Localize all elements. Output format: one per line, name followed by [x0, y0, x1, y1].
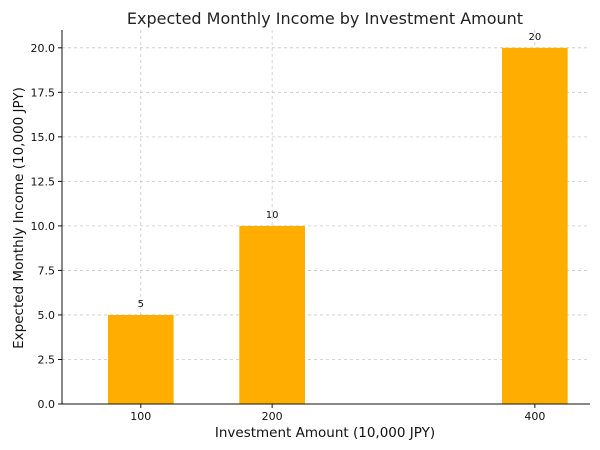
y-ticks: 0.0 2.5 5.0 7.5 10.0 12.5 15.0 17.5 20.0: [31, 42, 62, 411]
y-axis-title: Expected Monthly Income (10,000 JPY): [11, 87, 27, 349]
y-tick-label: 7.5: [38, 264, 56, 277]
bars: [107, 47, 568, 405]
y-tick-label: 0.0: [38, 398, 56, 411]
y-tick-label: 2.5: [38, 353, 56, 366]
y-tick-label: 20.0: [31, 42, 56, 55]
y-tick-label: 12.5: [31, 175, 56, 188]
bar: [107, 314, 174, 404]
x-ticks: 100 200 400: [130, 404, 545, 423]
bar-value-label: 10: [266, 210, 279, 221]
bar: [239, 225, 305, 404]
x-tick-label: 400: [524, 410, 545, 423]
x-tick-label: 200: [262, 410, 283, 423]
y-tick-label: 5.0: [38, 309, 56, 322]
bar: [502, 47, 568, 405]
x-axis-title: Investment Amount (10,000 JPY): [215, 425, 435, 441]
x-tick-label: 100: [130, 410, 151, 423]
data-labels: 5 10 20: [138, 32, 542, 310]
bar-value-label: 20: [528, 32, 541, 43]
y-tick-label: 10.0: [31, 220, 56, 233]
chart-title: Expected Monthly Income by Investment Am…: [127, 9, 523, 28]
y-tick-label: 17.5: [31, 86, 56, 99]
y-tick-label: 15.0: [31, 131, 56, 144]
bar-value-label: 5: [138, 299, 144, 310]
